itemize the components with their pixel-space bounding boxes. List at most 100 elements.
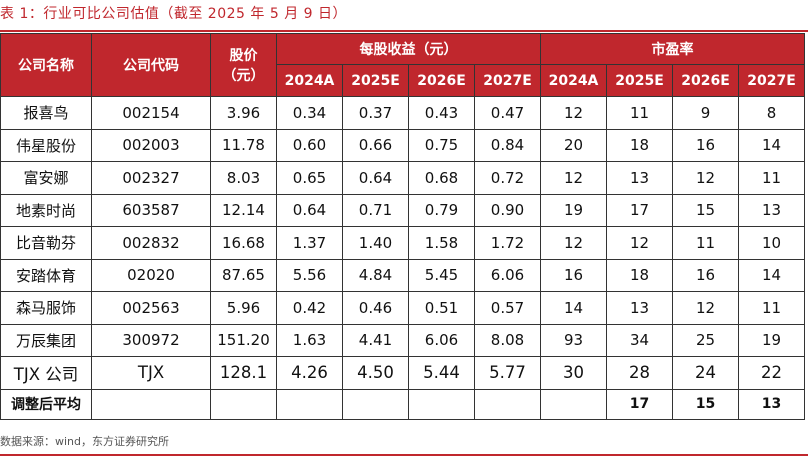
eps-2026e: 0.43	[408, 96, 475, 130]
pe-2024a: 93	[540, 323, 607, 357]
table-row: 富安娜 002327 8.03 0.65 0.64 0.68 0.72 12 1…	[0, 161, 805, 195]
stock-price: 151.20	[210, 323, 277, 357]
header-eps-year: 2025E	[342, 64, 409, 97]
eps-2024a: 0.42	[276, 291, 343, 325]
stock-price: 8.03	[210, 161, 277, 195]
pe-2026e: 12	[672, 161, 739, 195]
pe-2027e: 14	[738, 128, 805, 162]
header-price-label: 股价	[229, 48, 258, 64]
header-eps-year: 2024A	[276, 64, 343, 97]
company-name: TJX 公司	[0, 356, 92, 390]
eps-2026e: 6.06	[408, 323, 475, 357]
header-eps-year: 2027E	[474, 64, 541, 97]
table-row: TJX 公司 TJX 128.1 4.26 4.50 5.44 5.77 30 …	[0, 356, 805, 390]
eps-2025e: 1.40	[342, 226, 409, 260]
empty-cell	[276, 388, 343, 420]
data-source-note: 数据来源：wind，东方证券研究所	[0, 435, 170, 448]
eps-2024a: 0.64	[276, 193, 343, 227]
eps-2027e: 0.47	[474, 96, 541, 130]
stock-price: 128.1	[210, 356, 277, 390]
table-row: 地素时尚 603587 12.14 0.64 0.71 0.79 0.90 19…	[0, 193, 805, 227]
company-code: 002003	[91, 128, 211, 162]
header-eps-group: 每股收益（元）	[276, 33, 541, 65]
company-code: 603587	[91, 193, 211, 227]
empty-cell	[408, 388, 475, 420]
eps-2026e: 1.58	[408, 226, 475, 260]
pe-2026e: 12	[672, 291, 739, 325]
eps-2025e: 4.50	[342, 356, 409, 390]
company-name: 伟星股份	[0, 128, 92, 162]
eps-2024a: 0.34	[276, 96, 343, 130]
empty-cell	[342, 388, 409, 420]
pe-2025e: 28	[606, 356, 673, 390]
empty-cell	[210, 388, 277, 420]
company-code: 002832	[91, 226, 211, 260]
avg-pe-2024a	[540, 388, 607, 420]
header-pe-year: 2027E	[738, 64, 805, 97]
pe-2025e: 12	[606, 226, 673, 260]
eps-2027e: 0.84	[474, 128, 541, 162]
average-label: 调整后平均	[0, 388, 92, 420]
company-code: TJX	[91, 356, 211, 390]
eps-2025e: 0.64	[342, 161, 409, 195]
company-code: 002563	[91, 291, 211, 325]
pe-2024a: 12	[540, 161, 607, 195]
average-row: 调整后平均 17 15 13	[0, 388, 805, 420]
table-row: 报喜鸟 002154 3.96 0.34 0.37 0.43 0.47 12 1…	[0, 96, 805, 130]
eps-2027e: 8.08	[474, 323, 541, 357]
header-price-unit: （元）	[222, 68, 265, 84]
header-price: 股价 （元）	[210, 33, 277, 97]
top-divider	[0, 30, 808, 32]
stock-price: 16.68	[210, 226, 277, 260]
company-name: 比音勒芬	[0, 226, 92, 260]
company-code: 300972	[91, 323, 211, 357]
eps-2024a: 5.56	[276, 258, 343, 292]
header-eps-year: 2026E	[408, 64, 475, 97]
pe-2025e: 13	[606, 291, 673, 325]
eps-2025e: 0.37	[342, 96, 409, 130]
eps-2026e: 0.75	[408, 128, 475, 162]
pe-2027e: 19	[738, 323, 805, 357]
company-code: 02020	[91, 258, 211, 292]
eps-2026e: 0.79	[408, 193, 475, 227]
eps-2026e: 0.51	[408, 291, 475, 325]
pe-2025e: 17	[606, 193, 673, 227]
eps-2025e: 4.84	[342, 258, 409, 292]
pe-2025e: 11	[606, 96, 673, 130]
pe-2025e: 13	[606, 161, 673, 195]
pe-2024a: 16	[540, 258, 607, 292]
eps-2027e: 1.72	[474, 226, 541, 260]
stock-price: 12.14	[210, 193, 277, 227]
company-name: 报喜鸟	[0, 96, 92, 130]
pe-2025e: 18	[606, 258, 673, 292]
stock-price: 87.65	[210, 258, 277, 292]
pe-2027e: 13	[738, 193, 805, 227]
pe-2026e: 9	[672, 96, 739, 130]
header-pe-year: 2024A	[540, 64, 607, 97]
pe-2027e: 14	[738, 258, 805, 292]
pe-2024a: 20	[540, 128, 607, 162]
pe-2027e: 11	[738, 161, 805, 195]
stock-price: 3.96	[210, 96, 277, 130]
header-pe-group: 市盈率	[540, 33, 805, 65]
pe-2026e: 16	[672, 258, 739, 292]
pe-2026e: 24	[672, 356, 739, 390]
header-pe-year: 2025E	[606, 64, 673, 97]
empty-cell	[474, 388, 541, 420]
avg-pe-2026e: 15	[672, 388, 739, 420]
avg-pe-2027e: 13	[738, 388, 805, 420]
pe-2026e: 15	[672, 193, 739, 227]
company-name: 森马服饰	[0, 291, 92, 325]
header-company-name: 公司名称	[0, 33, 92, 97]
pe-2024a: 30	[540, 356, 607, 390]
pe-2026e: 25	[672, 323, 739, 357]
eps-2024a: 1.37	[276, 226, 343, 260]
company-name: 地素时尚	[0, 193, 92, 227]
table-row: 比音勒芬 002832 16.68 1.37 1.40 1.58 1.72 12…	[0, 226, 805, 260]
eps-2024a: 4.26	[276, 356, 343, 390]
pe-2024a: 19	[540, 193, 607, 227]
company-name: 安踏体育	[0, 258, 92, 292]
eps-2025e: 0.46	[342, 291, 409, 325]
pe-2024a: 14	[540, 291, 607, 325]
pe-2026e: 16	[672, 128, 739, 162]
